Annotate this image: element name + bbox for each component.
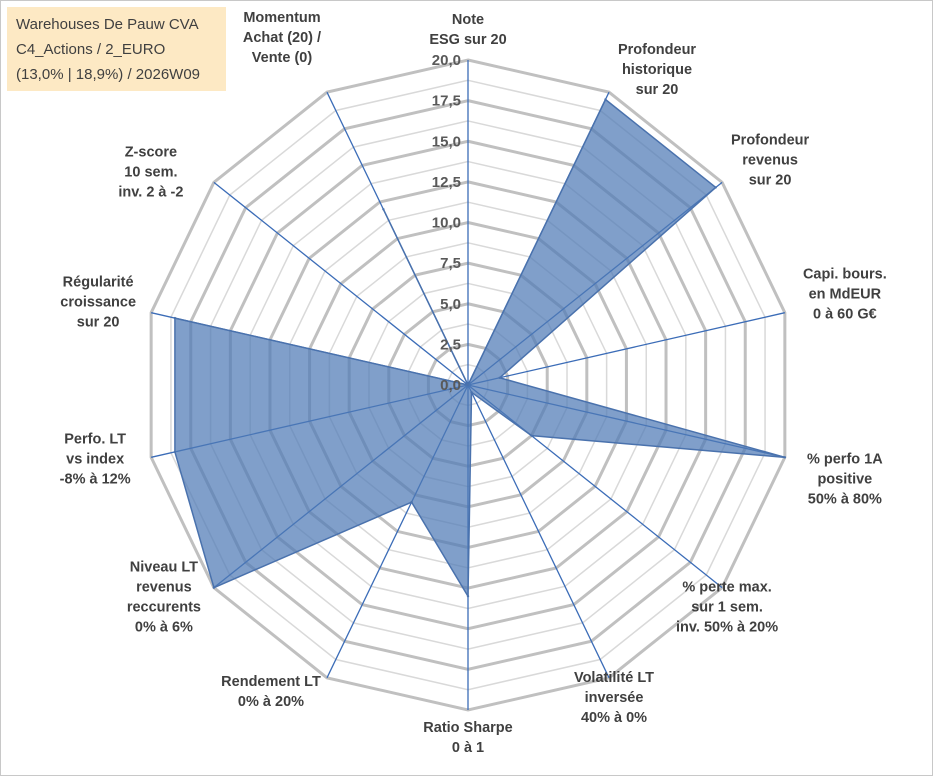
data-point: [466, 595, 470, 598]
axis-label: 40% à 0%: [581, 710, 647, 726]
data-point: [530, 434, 533, 437]
axis-label: historique: [622, 62, 692, 78]
axis-label: Rendement LT: [221, 674, 321, 690]
data-point: [604, 98, 607, 101]
axis-label: Profondeur: [618, 42, 696, 58]
axis-label: Capi. bours.: [803, 267, 887, 283]
axis-label: Volatilité LT: [574, 670, 654, 686]
axis-label: positive: [817, 471, 872, 487]
chart-title-box: Warehouses De Pauw CVA C4_Actions / 2_EU…: [7, 7, 226, 91]
tick-label: 12,5: [432, 174, 461, 191]
data-point: [466, 383, 470, 387]
data-point: [498, 376, 501, 379]
axis-label: ESG sur 20: [429, 32, 506, 48]
axis-label: Momentum: [243, 10, 320, 26]
axis-label: Note: [452, 12, 484, 28]
tick-label: 10,0: [432, 215, 461, 232]
axis-label: inversée: [585, 690, 644, 706]
data-point: [382, 208, 385, 211]
axis-label: % perte max.: [682, 580, 771, 596]
axis-label: Niveau LT: [130, 560, 198, 576]
axis-label: Perfo. LT: [64, 431, 126, 447]
axis-label: vs index: [66, 451, 124, 467]
tick-label: 7,5: [440, 255, 461, 272]
axis-label: inv. 50% à 20%: [676, 620, 778, 636]
axis-label: Ratio Sharpe: [423, 720, 512, 736]
axis-label: Vente (0): [252, 50, 313, 66]
axis-spoke: [213, 181, 469, 386]
axis-label: croissance: [60, 295, 136, 311]
axis-label: Z-score: [125, 144, 177, 160]
tick-label: 5,0: [440, 296, 461, 313]
tick-label: 15,0: [432, 133, 461, 150]
tick-label: 2,5: [440, 336, 461, 353]
axis-label: Achat (20) /: [243, 30, 321, 46]
data-point: [212, 586, 216, 589]
title-line-company: Warehouses De Pauw CVA: [16, 16, 199, 33]
axis-label: Profondeur: [731, 132, 809, 148]
axis-label: 10 sem.: [124, 164, 177, 180]
axis-label: sur 20: [77, 315, 120, 331]
data-point: [173, 316, 177, 320]
axis-label: -8% à 12%: [60, 471, 131, 487]
data-point: [783, 456, 787, 459]
axis-label: 0% à 6%: [135, 620, 193, 636]
data-point: [173, 450, 177, 454]
axis-label: sur 1 sem.: [691, 600, 763, 616]
data-point: [470, 391, 473, 394]
axis-label: revenus: [136, 580, 192, 596]
axis-label: reccurents: [127, 600, 201, 616]
axis-label: 0 à 60 G€: [813, 307, 877, 323]
data-point: [714, 186, 717, 189]
axis-label: inv. 2 à -2: [118, 184, 183, 200]
axis-label: 50% à 80%: [808, 491, 882, 507]
axis-label: % perfo 1A: [807, 451, 883, 467]
tick-label: 17,5: [432, 93, 461, 110]
axis-spoke: [467, 312, 785, 386]
axis-label: en MdEUR: [809, 287, 882, 303]
axis-spoke: [467, 384, 610, 679]
data-point: [410, 500, 413, 504]
axis-label: 0% à 20%: [238, 694, 304, 710]
axis-label: Régularité: [63, 275, 134, 291]
axis-label: sur 20: [749, 172, 792, 188]
axis-label: revenus: [742, 152, 798, 168]
tick-label: 0,0: [440, 377, 461, 394]
title-line-stats: (13,0% | 18,9%) / 2026W09: [16, 66, 200, 83]
axis-label: 0 à 1: [452, 740, 484, 756]
title-line-category: C4_Actions / 2_EURO: [16, 41, 166, 58]
tick-label: 20,0: [432, 52, 461, 69]
axis-label: sur 20: [636, 82, 679, 98]
